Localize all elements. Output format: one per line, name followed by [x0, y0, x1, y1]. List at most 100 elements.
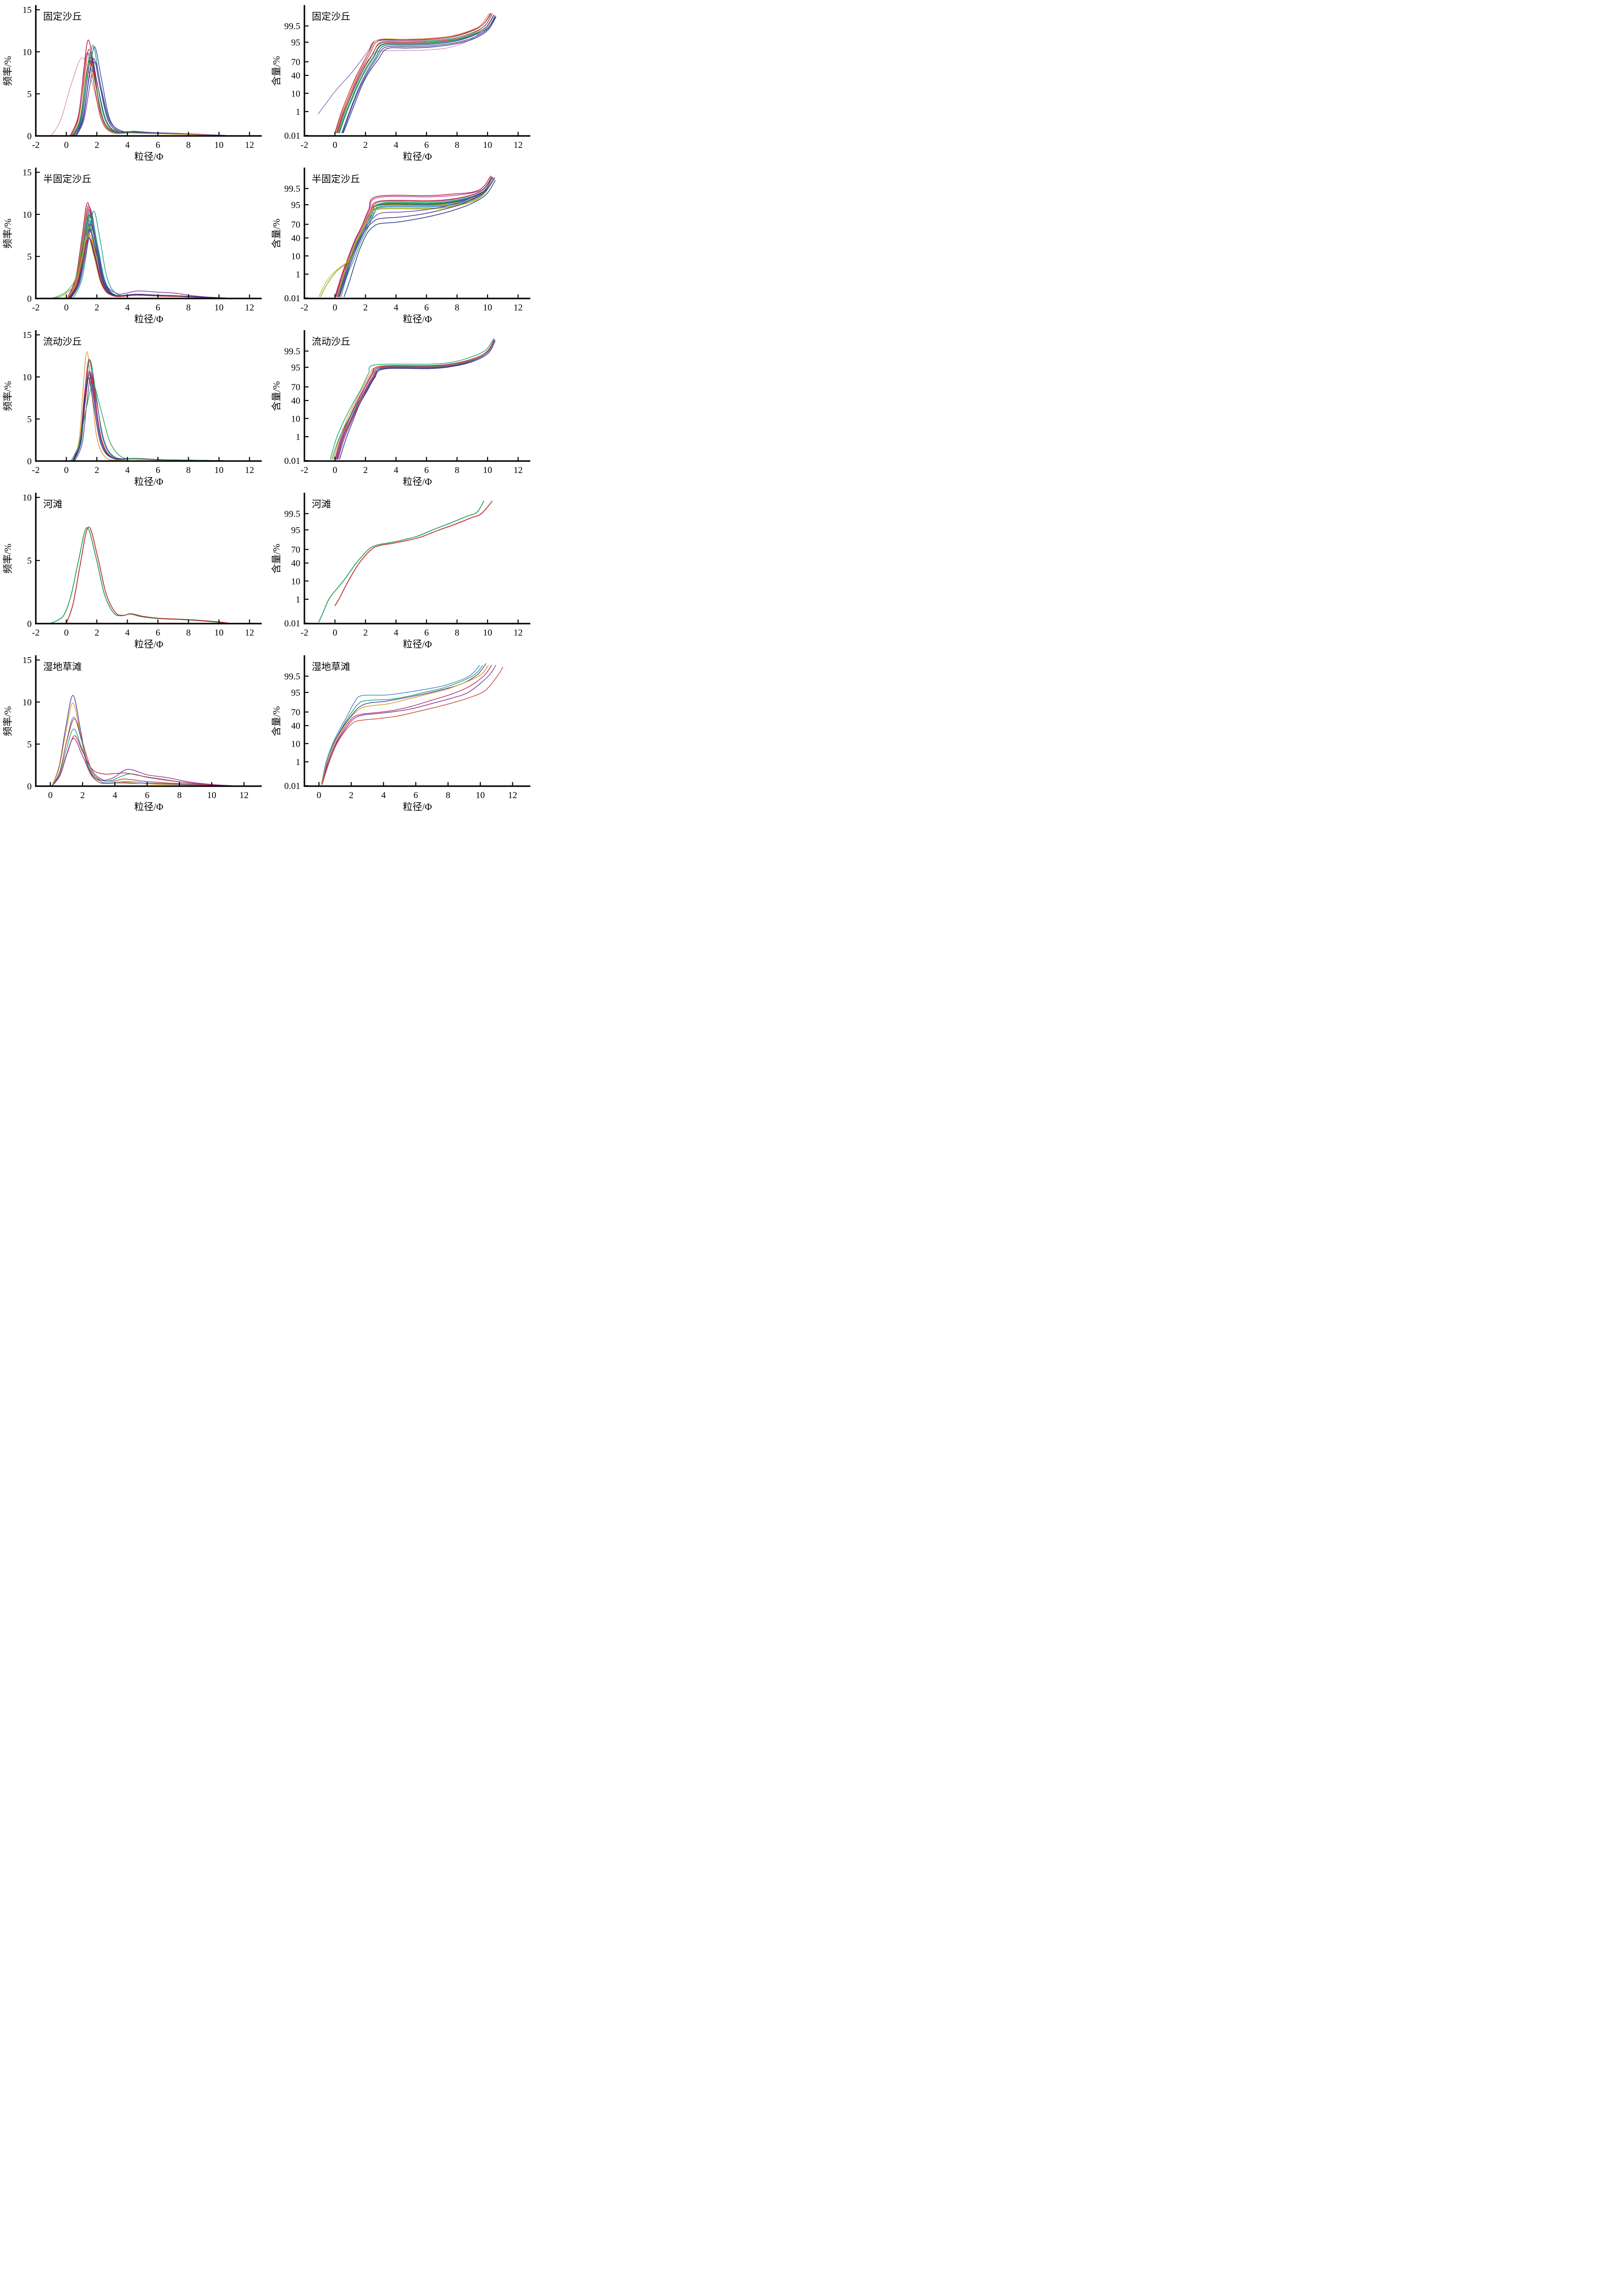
- x-tick-label: 0: [317, 790, 321, 800]
- y-tick-label: 70: [291, 57, 300, 68]
- y-tick-label: 70: [291, 383, 300, 393]
- y-tick-label: 99.5: [284, 346, 300, 356]
- curve: [67, 236, 225, 298]
- axes: [303, 330, 530, 462]
- y-tick-label: 0.01: [284, 293, 300, 304]
- x-tick-label: 4: [381, 790, 386, 800]
- curve: [72, 60, 223, 136]
- curve: [335, 13, 489, 133]
- x-axis-title: 粒径/Φ: [134, 639, 163, 650]
- x-tick-label: 8: [455, 628, 459, 638]
- x-tick-label: 8: [186, 628, 191, 638]
- ticks: [303, 25, 519, 136]
- panel-river-beach-frequency: -2 0 2 4 6 8 10 12 0 5 10 粒径/Φ 频率/% 河滩: [0, 488, 269, 650]
- x-tick-label: 0: [332, 303, 337, 313]
- axes: [303, 168, 530, 299]
- curve: [330, 338, 494, 460]
- y-tick-label: 1: [296, 107, 300, 117]
- x-tick-label: 0: [64, 303, 68, 313]
- y-tick-label: 95: [291, 38, 300, 48]
- y-tick-label: 95: [291, 688, 300, 698]
- x-tick-label: 10: [214, 303, 224, 313]
- curves-group: [49, 526, 230, 624]
- x-tick-label: -2: [301, 628, 309, 638]
- y-tick-label: 15: [22, 655, 32, 665]
- axes: [35, 493, 262, 625]
- x-tick-label: 12: [513, 628, 523, 638]
- panel-river-beach-cumulative: -2 0 2 4 6 8 10 12 99.5 95 70 40 10 1 0.01 粒径/Φ 含量/% 河滩: [269, 488, 537, 650]
- y-tick-label: 10: [291, 414, 300, 424]
- curve: [343, 180, 496, 297]
- x-tick-label: 2: [349, 790, 354, 800]
- x-tick-label: 4: [393, 628, 398, 638]
- x-tick-label: 10: [214, 628, 224, 638]
- x-tick-label: 4: [125, 303, 129, 313]
- curves-group: [330, 338, 496, 460]
- curve: [321, 663, 487, 785]
- curve: [341, 15, 496, 133]
- axes: [35, 168, 262, 299]
- x-tick-label: -2: [32, 628, 40, 638]
- y-tick-label: 10: [22, 372, 32, 383]
- panel-wetland-meadow-frequency: 0 2 4 6 8 10 12 0 5 10 15 粒径/Φ 频率/% 湿地草滩: [0, 650, 269, 813]
- x-axis-title: 粒径/Φ: [403, 639, 432, 650]
- x-tick-label: -2: [32, 140, 40, 150]
- y-tick-label: 40: [291, 233, 300, 243]
- x-tick-label: 2: [95, 465, 99, 475]
- x-tick-label: 0: [64, 628, 68, 638]
- curve: [49, 527, 229, 624]
- y-tick-label: 10: [22, 698, 32, 708]
- x-axis-title: 粒径/Φ: [403, 314, 432, 325]
- panel-title: 湿地草滩: [312, 661, 350, 672]
- curves-group: [318, 175, 496, 297]
- x-tick-label: 4: [125, 140, 129, 150]
- x-tick-label: 6: [156, 465, 160, 475]
- x-tick-label: 4: [125, 465, 129, 475]
- curve: [51, 735, 231, 786]
- x-tick-label: 8: [446, 790, 450, 800]
- y-tick-label: 99.5: [284, 184, 300, 194]
- y-tick-label: 70: [291, 545, 300, 555]
- x-tick-label: 0: [64, 465, 68, 475]
- curve: [70, 384, 227, 461]
- y-tick-label: 1: [296, 432, 300, 442]
- x-axis-title: 粒径/Φ: [403, 476, 432, 487]
- y-tick-label: 5: [27, 89, 32, 99]
- x-tick-label: 0: [332, 465, 337, 475]
- y-tick-label: 1: [296, 757, 300, 767]
- x-axis-title: 粒径/Φ: [134, 801, 163, 812]
- x-tick-label: 10: [476, 790, 485, 800]
- curve: [342, 17, 496, 133]
- x-axis-title: 粒径/Φ: [403, 151, 432, 162]
- panel-mobile-dune-frequency: -2 0 2 4 6 8 10 12 0 5 10 15 粒径/Φ 频率/% 流动沙丘: [0, 325, 269, 488]
- y-axis-title: 频率/%: [2, 219, 13, 248]
- panel-fixed-dune-frequency: -2 0 2 4 6 8 10 12 0 5 10 15 粒径/Φ 频率/% 固定沙丘: [0, 0, 269, 163]
- curve: [338, 15, 494, 133]
- curve: [318, 501, 484, 622]
- y-tick-label: 0: [27, 619, 32, 629]
- curve: [321, 665, 483, 785]
- curve: [336, 13, 492, 133]
- curve: [51, 702, 225, 786]
- curve: [337, 340, 494, 460]
- curve: [320, 179, 493, 297]
- x-tick-label: 8: [186, 140, 191, 150]
- curve: [343, 17, 496, 133]
- y-tick-label: 0.01: [284, 131, 300, 141]
- curve: [339, 15, 494, 133]
- chart-fixed-dune-cum: -2 0 2 4 6 8 10 12 99.5 95 70 40 10 1 0.01 粒径/Φ 含量/% 固定沙丘: [271, 5, 530, 162]
- y-axis-title: 含量/%: [271, 56, 282, 86]
- curve: [335, 176, 492, 297]
- x-tick-label: 8: [455, 303, 459, 313]
- x-tick-label: 2: [363, 628, 368, 638]
- axes: [303, 5, 530, 137]
- x-tick-label: 4: [393, 303, 398, 313]
- curve: [69, 222, 225, 298]
- x-tick-label: 12: [245, 465, 254, 475]
- x-tick-label: 12: [245, 303, 254, 313]
- curve: [51, 728, 228, 786]
- y-tick-label: 5: [27, 739, 32, 749]
- x-tick-label: 12: [513, 140, 523, 150]
- panel-title: 河滩: [312, 499, 331, 510]
